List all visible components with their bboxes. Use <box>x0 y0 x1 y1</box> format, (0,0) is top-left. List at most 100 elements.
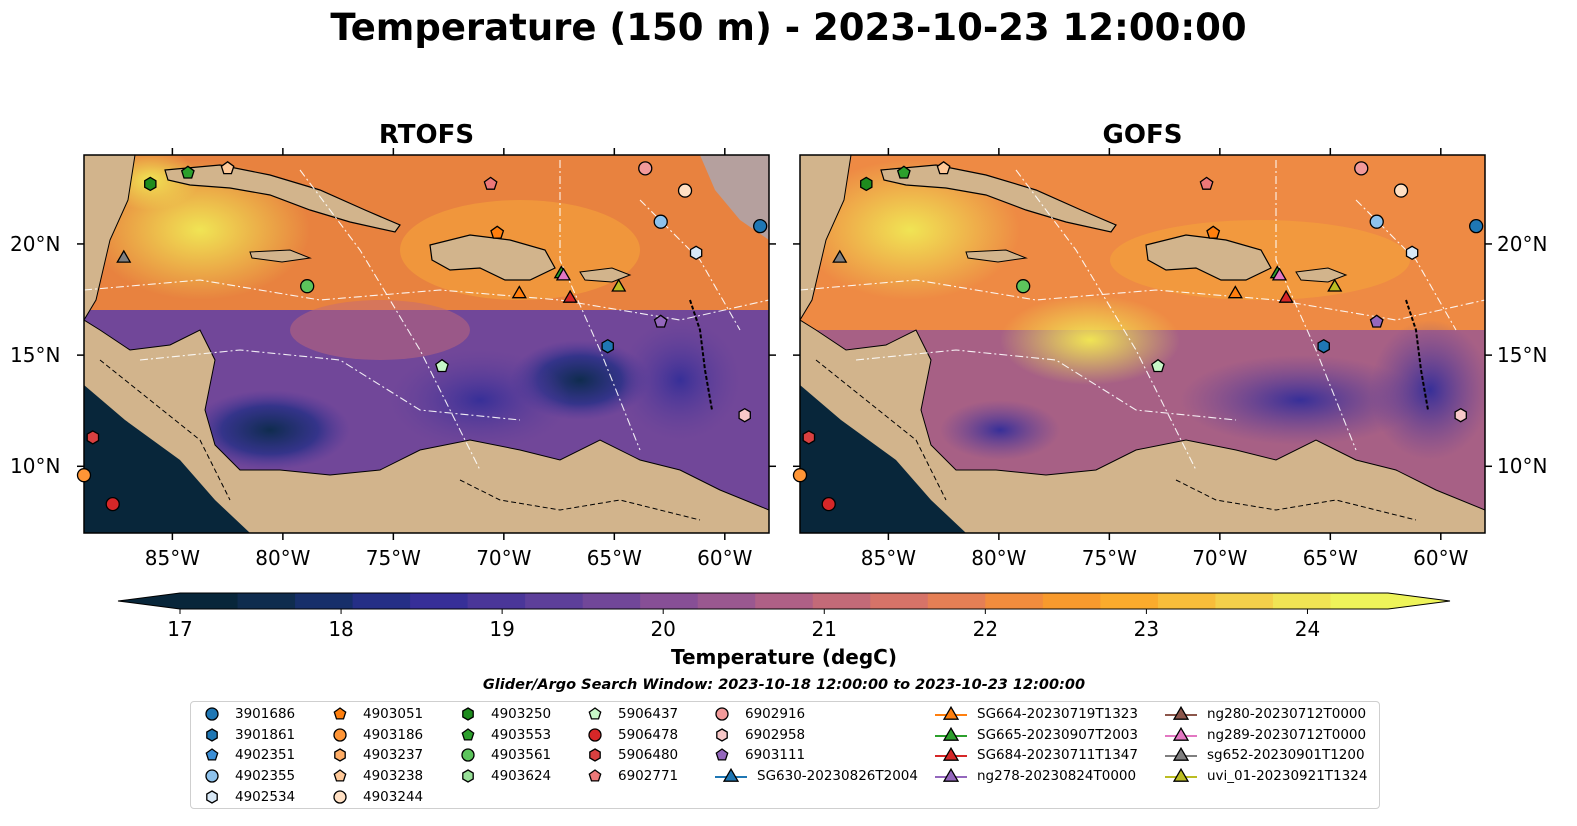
platform-marker <box>753 219 768 234</box>
platform-marker <box>896 165 911 179</box>
legend-marker <box>715 768 747 782</box>
legend-label: 6903111 <box>745 747 806 764</box>
lat-tick-label: 20°N <box>10 231 61 256</box>
figure-title: Temperature (150 m) - 2023-10-23 12:00:0… <box>330 6 1247 49</box>
colorbar-label: Temperature (degC) <box>671 645 897 669</box>
legend-marker <box>1165 747 1197 762</box>
platform-marker <box>1151 358 1165 373</box>
legend-marker <box>1165 768 1197 782</box>
legend-label: SG684-20230711T1347 <box>977 747 1138 764</box>
lat-tick-label: 10°N <box>1497 454 1548 479</box>
legend-label: 4903561 <box>491 747 552 764</box>
platform-marker <box>86 430 100 445</box>
legend-label: 4903051 <box>363 706 424 722</box>
colorbar-segment <box>352 593 411 609</box>
legend-label: 4903244 <box>363 788 424 805</box>
platform-marker <box>1454 407 1467 423</box>
legend-marker <box>935 705 967 720</box>
lat-tick-label: 15°N <box>1497 343 1548 368</box>
legend-label: sg652-20230901T1200 <box>1207 747 1365 764</box>
colorbar-tick-label: 19 <box>489 617 515 641</box>
platform-marker <box>792 468 808 483</box>
legend-label: 4903250 <box>491 706 552 722</box>
legend-label: 4902351 <box>235 747 296 764</box>
lon-tick-label: 65°W <box>586 546 642 570</box>
legend-label: 6902916 <box>745 706 806 722</box>
colorbar-segment <box>1042 593 1101 609</box>
legend-label: ng289-20230712T0000 <box>1207 726 1367 743</box>
colorbar-segment <box>927 593 986 609</box>
legend-marker <box>1165 726 1197 741</box>
platform-marker <box>116 249 132 263</box>
colorbar-segment <box>1100 593 1159 609</box>
legend-marker <box>334 748 346 763</box>
legend-marker <box>205 748 219 761</box>
lon-tick-label: 85°W <box>860 546 916 570</box>
lat-tick-label: 15°N <box>10 343 61 368</box>
colorbar-tick-label: 21 <box>811 617 837 641</box>
platform-marker <box>1199 176 1214 190</box>
platform-marker <box>1271 267 1288 281</box>
platform-marker <box>653 314 668 328</box>
colorbar-tick-label: 17 <box>167 617 193 641</box>
legend-label: 4903186 <box>363 726 424 743</box>
platform-marker <box>860 176 873 192</box>
colorbar-tick-label: 22 <box>972 617 999 641</box>
lon-tick-label: 75°W <box>365 546 421 570</box>
legend-marker <box>715 748 729 761</box>
platform-marker <box>1227 285 1243 299</box>
legend-marker <box>461 727 475 741</box>
platform-marker <box>1278 289 1294 303</box>
colorbar-segment <box>985 593 1044 609</box>
platform-marker <box>821 496 836 512</box>
platform-marker <box>689 245 703 261</box>
platform-marker <box>435 358 449 373</box>
legend-label: 6902771 <box>618 768 679 785</box>
legend-marker <box>333 790 347 804</box>
legend-marker <box>205 769 219 783</box>
legend-marker <box>462 707 474 721</box>
legend-label: 3901686 <box>235 706 296 722</box>
legend-label: SG630-20230826T2004 <box>757 768 918 785</box>
legend-marker <box>205 707 219 721</box>
search-window-text: Glider/Argo Search Window: 2023-10-18 12… <box>482 677 1086 693</box>
colorbar-segment <box>582 593 641 609</box>
lat-tick-label: 10°N <box>10 454 61 479</box>
colorbar-segment <box>1157 593 1216 609</box>
legend-marker <box>461 748 475 763</box>
legend-label: SG664-20230719T1323 <box>977 706 1138 722</box>
platform-marker <box>562 289 578 303</box>
legend-marker <box>333 769 347 782</box>
legend-marker <box>935 747 967 762</box>
colorbar-segment <box>812 593 871 609</box>
legend-label: ng278-20230824T0000 <box>977 768 1137 785</box>
lon-tick-label: 70°W <box>1192 546 1248 570</box>
platform-marker <box>832 249 848 263</box>
legend-marker <box>462 769 474 783</box>
lon-tick-label: 80°W <box>971 546 1027 570</box>
colorbar-extend-low <box>118 593 180 609</box>
platform-marker <box>1317 338 1330 354</box>
legend-label: SG665-20230907T2003 <box>977 726 1138 743</box>
legend-label: ng280-20230712T0000 <box>1207 706 1367 722</box>
colorbar-segment <box>640 593 699 609</box>
platform-marker <box>677 183 693 198</box>
platform-marker <box>555 267 572 281</box>
platform-marker <box>511 285 527 299</box>
colorbar-segment <box>755 593 814 609</box>
legend-label: 4903624 <box>491 768 552 785</box>
lon-tick-label: 60°W <box>697 546 753 570</box>
platform-marker <box>638 161 653 176</box>
platform-marker <box>144 176 157 192</box>
platform-marker <box>220 160 235 175</box>
colorbar-segment <box>1215 593 1274 609</box>
platform-marker <box>611 278 627 292</box>
platform-marker <box>1393 183 1409 198</box>
legend-label: 4902534 <box>235 788 296 805</box>
legend-label: 5906437 <box>618 706 679 722</box>
colorbar-segment <box>697 593 756 609</box>
platform-marker <box>1369 314 1384 328</box>
legend-label: 4903553 <box>491 726 552 743</box>
panel-title-rtofs: RTOFS <box>378 120 475 150</box>
legend-marker <box>588 728 602 742</box>
